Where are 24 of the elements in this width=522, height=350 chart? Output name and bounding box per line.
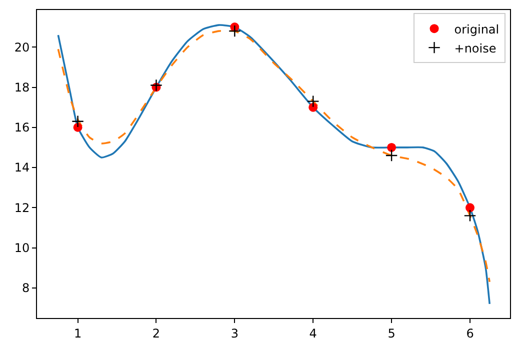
point xyxy=(464,209,476,222)
legend-label: +noise xyxy=(454,41,496,56)
y-tick-label: 12 xyxy=(14,200,30,215)
x-tick-label: 1 xyxy=(74,326,82,340)
y-tick-label: 10 xyxy=(14,240,30,255)
point xyxy=(228,24,241,38)
x-tick-label: 3 xyxy=(230,326,238,340)
y-tick-label: 16 xyxy=(14,120,30,135)
x-tick-label: 2 xyxy=(152,326,160,340)
y-tick-label: 18 xyxy=(14,80,30,94)
legend-label: original xyxy=(454,22,500,36)
point xyxy=(72,115,84,128)
x-tick-label: 6 xyxy=(466,326,474,340)
x-tick-label: 5 xyxy=(388,326,396,340)
point xyxy=(466,203,474,212)
point xyxy=(306,95,320,108)
point xyxy=(385,149,398,162)
y-tick-label: 14 xyxy=(14,160,30,175)
x-tick-label: 4 xyxy=(309,326,317,340)
point xyxy=(308,102,318,112)
point xyxy=(150,79,162,92)
y-tick-label: 8 xyxy=(22,281,30,296)
y-tick-label: 20 xyxy=(14,40,30,54)
point xyxy=(387,142,396,152)
